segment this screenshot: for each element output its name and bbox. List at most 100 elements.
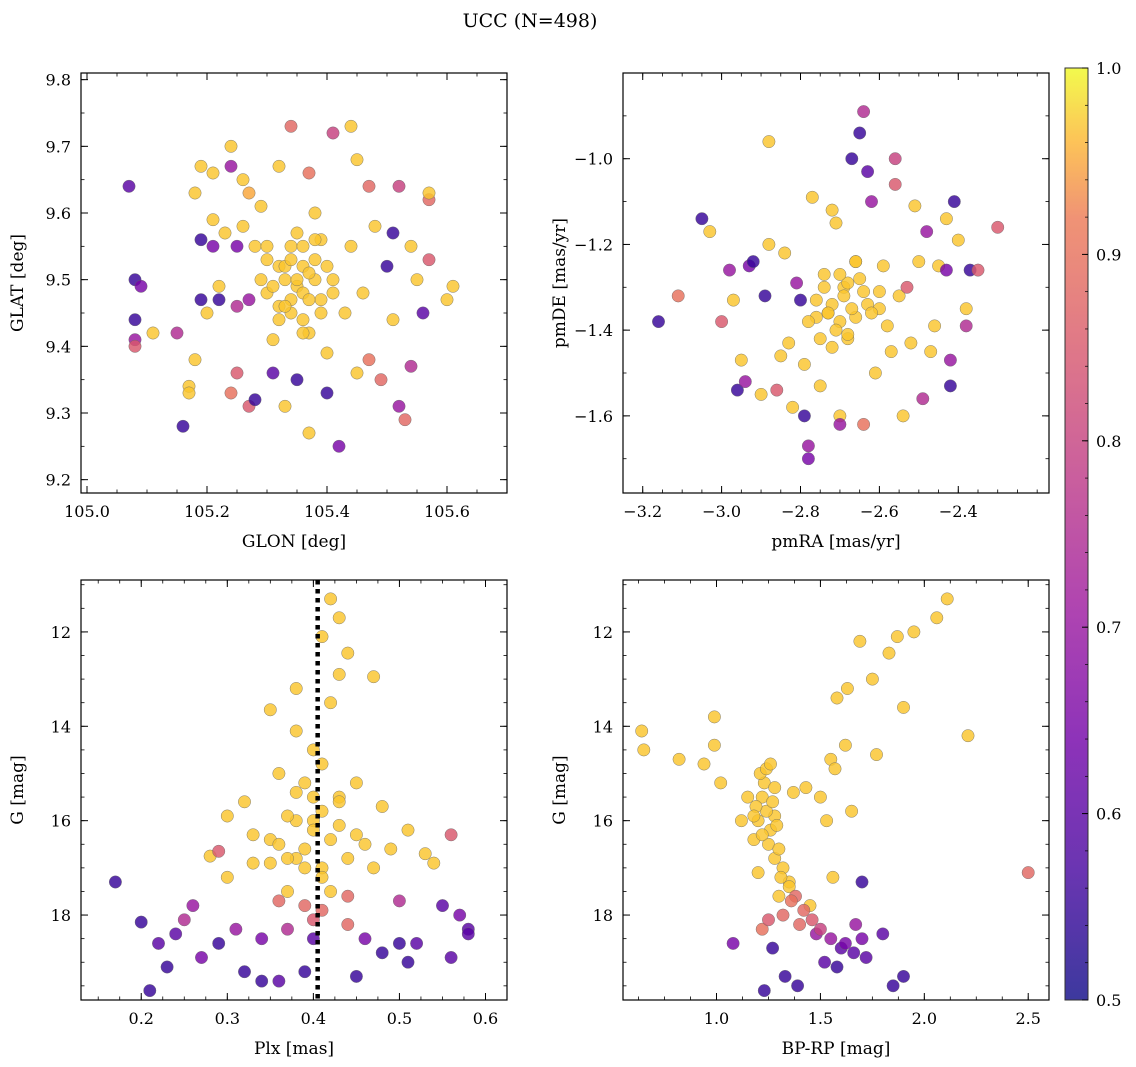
x-tick-label: −2.4: [939, 502, 978, 521]
data-point: [272, 974, 286, 988]
x-tick-label: −2.6: [860, 502, 899, 521]
data-point: [260, 239, 274, 253]
data-point: [194, 159, 208, 173]
y-tick-label: 18: [593, 906, 613, 925]
data-point: [384, 842, 398, 856]
data-point: [350, 366, 364, 380]
data-point: [289, 786, 303, 799]
data-point: [766, 795, 779, 809]
data-point: [853, 272, 867, 286]
data-point: [436, 899, 449, 912]
data-point: [236, 173, 250, 187]
data-point: [799, 781, 813, 794]
data-point: [416, 306, 430, 320]
data-point: [356, 286, 370, 300]
data-point: [849, 255, 863, 269]
data-point: [703, 225, 717, 239]
data-point: [755, 922, 769, 936]
y-tick-label: 9.2: [46, 471, 71, 490]
data-point: [855, 932, 869, 946]
data-point: [833, 267, 847, 281]
data-point: [296, 313, 310, 327]
data-point: [440, 293, 454, 307]
data-point: [817, 267, 831, 281]
data-point: [380, 259, 394, 273]
data-point: [410, 273, 424, 287]
data-point: [947, 195, 961, 209]
data-point: [344, 239, 358, 253]
panel-2: −3.2 −3.0 −2.8 −2.6 −2.4 −1.6 −1.4 −1.2 −1.0 pmRA…: [550, 72, 1050, 552]
data-point: [857, 105, 870, 119]
data-point: [747, 809, 761, 823]
data-point: [246, 856, 260, 870]
data-point: [726, 937, 740, 950]
data-point: [332, 795, 346, 809]
data-point: [230, 239, 244, 253]
data-point: [861, 165, 874, 179]
data-point: [278, 299, 292, 313]
x-tick-label: −3.0: [702, 502, 741, 521]
data-point: [206, 213, 220, 227]
data-point: [940, 212, 953, 226]
data-point: [326, 286, 340, 300]
data-point: [278, 273, 292, 287]
data-point: [341, 889, 355, 903]
data-point: [308, 233, 322, 247]
data-point: [830, 691, 844, 705]
data-point: [453, 908, 467, 922]
data-point: [802, 315, 815, 328]
data-point: [798, 409, 811, 423]
x-tick-label: 105.6: [424, 502, 470, 521]
colorbar-tick-label: 0.6: [1096, 805, 1121, 824]
data-point: [924, 345, 938, 358]
data-point: [386, 226, 400, 240]
data-point: [206, 239, 220, 253]
data-point: [907, 625, 921, 639]
y-tick-label: 18: [51, 906, 71, 925]
data-point: [897, 970, 910, 983]
data-point: [358, 932, 372, 946]
data-point: [762, 237, 776, 251]
colorbar-tick-label: 1.0: [1096, 59, 1121, 78]
data-point: [220, 809, 234, 823]
data-point: [820, 814, 833, 828]
data-point: [814, 922, 827, 936]
data-point: [290, 226, 304, 240]
data-point: [362, 353, 376, 367]
data-point: [912, 255, 926, 269]
data-point: [302, 266, 316, 280]
x-tick-label: 0.3: [215, 1009, 240, 1028]
data-point: [398, 413, 412, 427]
data-point: [255, 974, 269, 988]
colorbar-tick-label: 0.9: [1096, 245, 1121, 264]
data-point: [798, 357, 811, 371]
data-point: [892, 289, 906, 303]
data-point: [841, 327, 855, 341]
x-tick-label: −3.2: [623, 502, 662, 521]
data-point: [797, 903, 811, 917]
data-point: [841, 276, 855, 290]
data-point: [344, 119, 358, 133]
data-point: [296, 239, 310, 253]
data-point: [281, 809, 294, 823]
x-tick-label: 2.5: [1015, 1009, 1040, 1028]
y-tick-label: 9.5: [46, 271, 71, 290]
data-point: [422, 186, 436, 200]
x-tick-label: 1.5: [808, 1009, 833, 1028]
data-point: [298, 965, 312, 979]
data-point: [652, 315, 665, 328]
data-point: [188, 186, 202, 200]
data-point: [281, 852, 294, 865]
data-point: [890, 630, 904, 643]
data-point: [825, 203, 839, 217]
data-point: [782, 880, 796, 894]
data-point: [897, 701, 910, 714]
data-point: [427, 856, 441, 870]
data-point: [332, 819, 346, 832]
data-point: [224, 386, 238, 400]
data-point: [281, 885, 294, 898]
data-point: [367, 670, 380, 684]
data-point: [758, 289, 772, 303]
data-point: [826, 870, 840, 884]
data-point: [238, 795, 251, 809]
